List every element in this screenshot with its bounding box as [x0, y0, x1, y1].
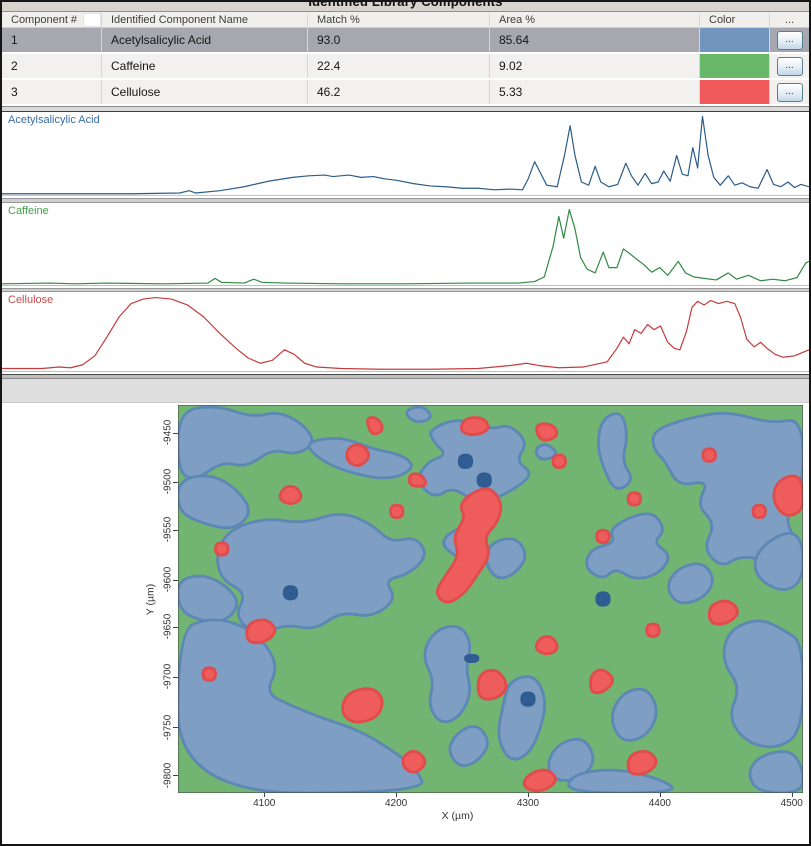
y-axis-title: Y (µm) — [144, 583, 157, 616]
panel-title: Identified Library Components — [2, 2, 809, 12]
y-axis-tick — [173, 432, 178, 434]
panel-title-text: Identified Library Components — [2, 2, 809, 9]
y-tick-label: -9450 — [162, 420, 174, 446]
component-name-cell: Cellulose — [102, 80, 308, 104]
y-tick-label: -9650 — [162, 614, 174, 640]
color-swatch[interactable] — [700, 54, 769, 78]
y-tick-label: -9750 — [162, 714, 174, 740]
row-number-cell: 2 — [2, 54, 102, 78]
color-cell — [700, 28, 770, 52]
y-axis-tick — [173, 676, 178, 678]
x-tick-label: 4500 — [780, 798, 803, 809]
chemical-image-map: Y (µm) X (µm) 4100 4200 4300 4400 4500 -9450 -… — [2, 403, 809, 844]
row-number-cell: 3 — [2, 80, 102, 104]
x-axis-tick — [264, 793, 266, 797]
spectra-map-divider — [2, 374, 809, 379]
color-options-button[interactable]: ... — [776, 82, 803, 102]
match-cell: 93.0 — [308, 28, 490, 52]
spectrum-label: Acetylsalicylic Acid — [8, 114, 100, 126]
spectrum-label: Caffeine — [8, 205, 49, 217]
x-axis-tick — [659, 793, 661, 797]
spectrum-panel-cellulose: Cellulose — [2, 292, 809, 374]
table-row[interactable]: 3 Cellulose 46.2 5.33... — [2, 80, 809, 106]
y-tick-label: -9550 — [162, 517, 174, 543]
y-axis-tick — [173, 579, 178, 581]
map-plot[interactable] — [178, 405, 803, 793]
y-tick-label: -9600 — [162, 567, 174, 593]
spectra-stack: Acetylsalicylic Acid Caffeine Cellulose — [2, 112, 809, 374]
x-tick-label: 4400 — [648, 798, 671, 809]
panel-separator — [2, 198, 809, 203]
component-name-cell: Caffeine — [102, 54, 308, 78]
y-tick-label: -9800 — [162, 762, 174, 788]
color-options-button[interactable]: ... — [776, 30, 803, 50]
header-cell-name[interactable]: Identified Component Name — [102, 13, 308, 26]
spectrum-panel-acetylsalicylic-acid: Acetylsalicylic Acid — [2, 112, 809, 198]
more-cell: ... — [770, 54, 809, 78]
y-axis-tick — [173, 481, 178, 483]
area-cell: 9.02 — [490, 54, 700, 78]
component-name-cell: Acetylsalicylic Acid — [102, 28, 308, 52]
spectrum-plot[interactable] — [2, 112, 809, 198]
area-cell: 5.33 — [490, 80, 700, 104]
x-tick-label: 4200 — [385, 798, 408, 809]
color-cell — [700, 54, 770, 78]
y-axis-tick — [173, 626, 178, 628]
panel-separator — [2, 288, 809, 292]
table-body: 1 Acetylsalicylic Acid 93.0 85.64... 2 Caffei… — [2, 28, 809, 106]
spectrum-plot[interactable] — [2, 203, 809, 288]
match-cell: 22.4 — [308, 54, 490, 78]
spectrum-label: Cellulose — [8, 294, 54, 306]
header-edit-box[interactable] — [83, 12, 101, 27]
x-tick-label: 4100 — [253, 798, 276, 809]
y-axis-tick — [173, 775, 178, 777]
table-row[interactable]: 1 Acetylsalicylic Acid 93.0 85.64... — [2, 28, 809, 54]
match-cell: 46.2 — [308, 80, 490, 104]
x-axis-tick — [528, 793, 529, 797]
spectrum-panel-caffeine: Caffeine — [2, 203, 809, 288]
table-row[interactable]: 2 Caffeine 22.4 9.02... — [2, 54, 809, 80]
header-cell-area[interactable]: Area % — [490, 13, 700, 26]
color-cell — [700, 80, 770, 104]
y-tick-label: -9700 — [162, 664, 174, 690]
x-axis-tick — [791, 793, 793, 797]
x-tick-label: 4300 — [516, 798, 540, 809]
area-cell: 85.64 — [490, 28, 700, 52]
y-tick-label: -9500 — [162, 469, 174, 495]
color-swatch[interactable] — [700, 28, 769, 52]
color-swatch[interactable] — [700, 80, 769, 104]
map-panel-header-band — [2, 379, 809, 403]
more-cell: ... — [770, 80, 809, 104]
header-cell-color[interactable]: Color — [700, 13, 770, 26]
more-cell: ... — [770, 28, 809, 52]
x-axis-tick — [396, 793, 398, 797]
x-axis-title: X (µm) — [441, 810, 474, 822]
y-axis-tick — [173, 529, 178, 531]
row-number-cell: 1 — [2, 28, 102, 52]
header-cell-more[interactable]: ... — [784, 13, 795, 26]
spectrum-plot[interactable] — [2, 292, 809, 374]
components-table: Component # Identified Component Name Ma… — [2, 12, 809, 106]
y-axis-tick — [173, 727, 178, 729]
header-cell-component[interactable]: Component # — [2, 12, 102, 27]
header-cell-match[interactable]: Match % — [308, 13, 490, 26]
table-spectra-divider — [2, 106, 809, 112]
table-header: Component # Identified Component Name Ma… — [2, 12, 809, 28]
color-options-button[interactable]: ... — [776, 56, 803, 76]
